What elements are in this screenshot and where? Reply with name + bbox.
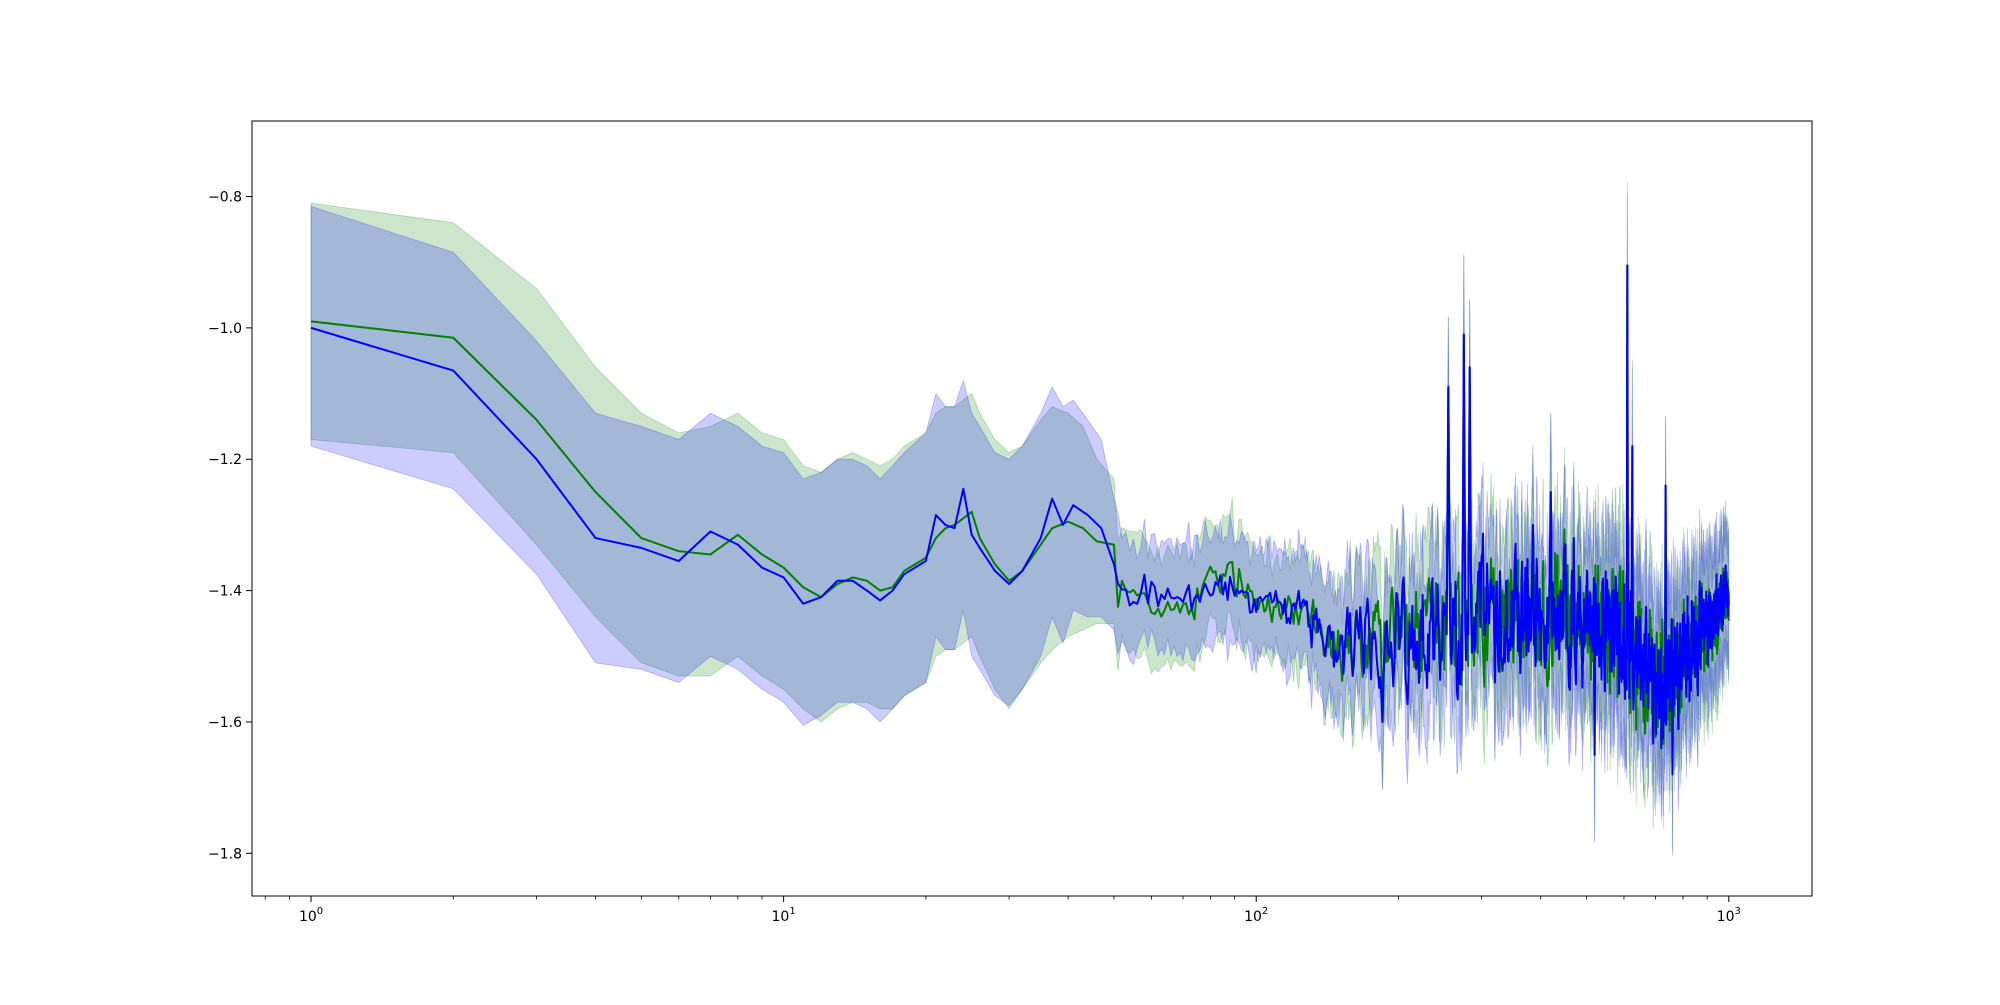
x-tick-label: 103 bbox=[1717, 906, 1741, 925]
y-tick-label: −0.8 bbox=[208, 190, 242, 206]
x-tick-base: 10 bbox=[1717, 909, 1735, 925]
y-tick-label: −1.4 bbox=[208, 584, 242, 600]
x-tick-exponent: 2 bbox=[1262, 906, 1268, 917]
y-tick-label: −1.2 bbox=[208, 452, 242, 468]
y-tick-label: −1.8 bbox=[208, 846, 242, 862]
x-tick-base: 10 bbox=[1244, 909, 1262, 925]
x-tick-label: 100 bbox=[299, 906, 323, 925]
series-0-band bbox=[310, 181, 1730, 852]
plot-area bbox=[310, 181, 1730, 856]
x-tick-label: 102 bbox=[1244, 906, 1268, 925]
series-1-line bbox=[310, 264, 1730, 776]
x-tick-base: 10 bbox=[299, 909, 317, 925]
axes-frame bbox=[251, 120, 1813, 897]
x-tick-exponent: 1 bbox=[789, 906, 795, 917]
x-tick-exponent: 0 bbox=[317, 906, 323, 917]
x-tick-label: 101 bbox=[772, 906, 796, 925]
y-tick-label: −1.0 bbox=[208, 321, 242, 337]
y-tick-label: −1.6 bbox=[208, 715, 242, 731]
x-tick-exponent: 3 bbox=[1735, 906, 1741, 917]
x-tick-base: 10 bbox=[772, 909, 790, 925]
